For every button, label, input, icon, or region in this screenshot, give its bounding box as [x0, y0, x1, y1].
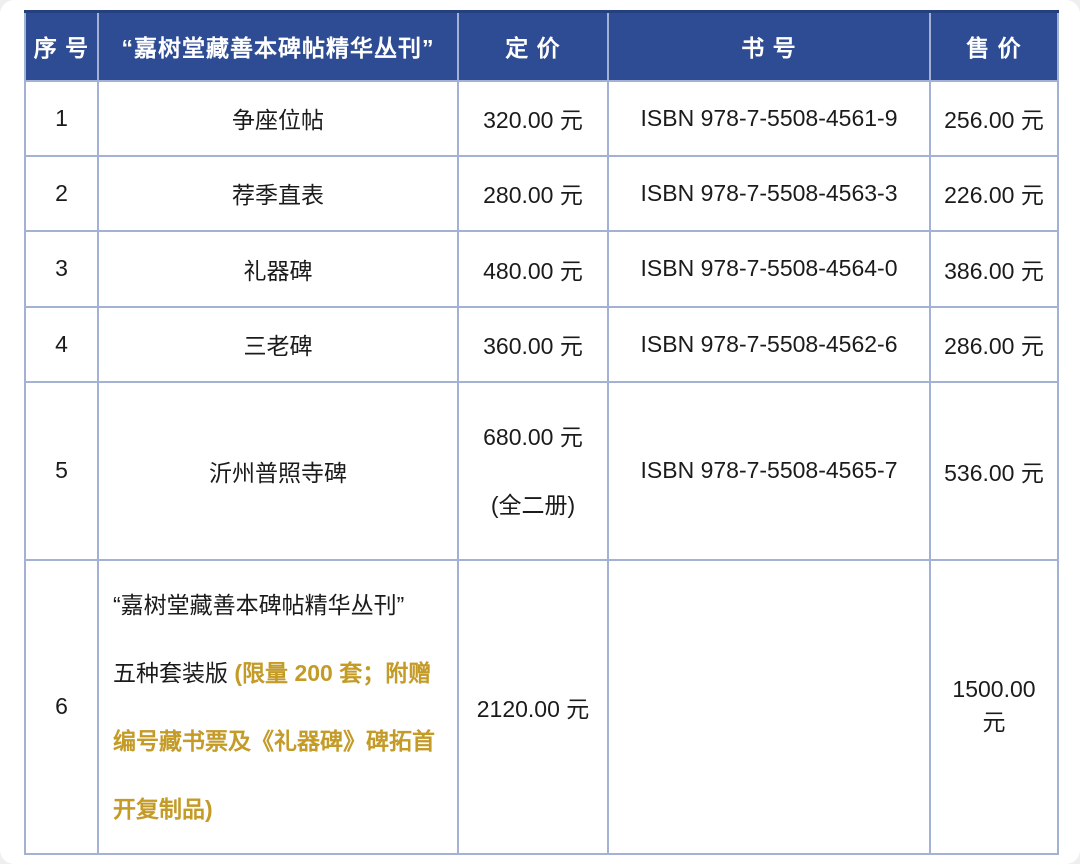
- cell-seq: 1: [24, 79, 99, 157]
- cell-isbn: [607, 558, 931, 855]
- column-header-seq: 序 号: [24, 10, 99, 82]
- cell-sale-price: 286.00 元: [929, 305, 1059, 383]
- table-body: 1 争座位帖 320.00 元 ISBN 978-7-5508-4561-9 256.0…: [24, 79, 1059, 855]
- title-line: 五种套装版 (限量 200 套；附赠: [113, 639, 447, 707]
- cell-list-price: 680.00 元 (全二册): [457, 380, 609, 561]
- cell-title: 荐季直表: [97, 154, 459, 232]
- cell-isbn: ISBN 978-7-5508-4562-6: [607, 305, 931, 383]
- title-line: 编号藏书票及《礼器碑》碑拓首: [113, 707, 447, 775]
- cell-isbn: ISBN 978-7-5508-4561-9: [607, 79, 931, 157]
- cell-seq: 2: [24, 154, 99, 232]
- cell-seq: 5: [24, 380, 99, 561]
- table-row: 3 礼器碑 480.00 元 ISBN 978-7-5508-4564-0 386.00…: [24, 229, 1059, 308]
- cell-seq: 4: [24, 305, 99, 383]
- cell-sale-price: 1500.00 元: [929, 558, 1059, 855]
- cell-sale-price: 386.00 元: [929, 229, 1059, 308]
- cell-list-price: 320.00 元: [457, 79, 609, 157]
- title-line: “嘉树堂藏善本碑帖精华丛刊”: [113, 571, 447, 639]
- column-header-isbn: 书 号: [607, 10, 931, 82]
- cell-list-price: 360.00 元: [457, 305, 609, 383]
- price-line: (全二册): [490, 491, 576, 518]
- cell-title: “嘉树堂藏善本碑帖精华丛刊” 五种套装版 (限量 200 套；附赠编号藏书票及《礼…: [97, 558, 459, 855]
- cell-title: 争座位帖: [97, 79, 459, 157]
- column-header-title: “嘉树堂藏善本碑帖精华丛刊”: [97, 10, 459, 82]
- cell-sale-price: 536.00 元: [929, 380, 1059, 561]
- title-highlight-text: 编号藏书票及《礼器碑》碑拓首: [113, 727, 435, 754]
- table-row: 6 “嘉树堂藏善本碑帖精华丛刊” 五种套装版 (限量 200 套；附赠编号藏书票及《…: [24, 558, 1059, 855]
- cell-list-price: 2120.00 元: [457, 558, 609, 855]
- title-highlight-text: 开复制品): [113, 795, 213, 822]
- column-header-list-price: 定 价: [457, 10, 609, 82]
- cell-title: 礼器碑: [97, 229, 459, 308]
- price-line: 680.00 元: [483, 423, 583, 450]
- cell-isbn: ISBN 978-7-5508-4563-3: [607, 154, 931, 232]
- title-text: 五种套装版: [113, 659, 235, 686]
- cell-seq: 6: [24, 558, 99, 855]
- title-line: 开复制品): [113, 775, 447, 843]
- table-row: 2 荐季直表 280.00 元 ISBN 978-7-5508-4563-3 226.0…: [24, 154, 1059, 232]
- cell-sale-price: 256.00 元: [929, 79, 1059, 157]
- column-header-sale-price: 售 价: [929, 10, 1059, 82]
- cell-isbn: ISBN 978-7-5508-4564-0: [607, 229, 931, 308]
- cell-title: 沂州普照寺碑: [97, 380, 459, 561]
- book-price-table: 序 号 “嘉树堂藏善本碑帖精华丛刊” 定 价 书 号 售 价 1 争座位帖 320.…: [24, 10, 1059, 855]
- cell-isbn: ISBN 978-7-5508-4565-7: [607, 380, 931, 561]
- header-row: 序 号 “嘉树堂藏善本碑帖精华丛刊” 定 价 书 号 售 价: [24, 10, 1059, 82]
- table-row: 5 沂州普照寺碑 680.00 元 (全二册) ISBN 978-7-5508-4565…: [24, 380, 1059, 561]
- cell-list-price: 280.00 元: [457, 154, 609, 232]
- cell-title: 三老碑: [97, 305, 459, 383]
- cell-seq: 3: [24, 229, 99, 308]
- table-row: 4 三老碑 360.00 元 ISBN 978-7-5508-4562-6 286.00…: [24, 305, 1059, 383]
- cell-list-price: 480.00 元: [457, 229, 609, 308]
- table-row: 1 争座位帖 320.00 元 ISBN 978-7-5508-4561-9 256.0…: [24, 79, 1059, 157]
- title-text: “嘉树堂藏善本碑帖精华丛刊”: [113, 591, 405, 618]
- title-highlight-text: (限量 200 套；附赠: [234, 659, 432, 686]
- cell-sale-price: 226.00 元: [929, 154, 1059, 232]
